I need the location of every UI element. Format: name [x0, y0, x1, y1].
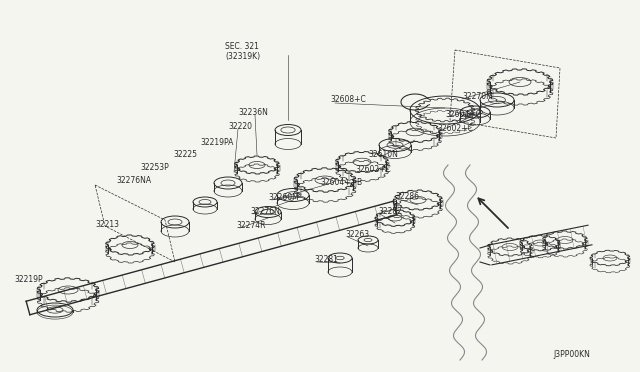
Text: 32276N: 32276N	[250, 207, 280, 216]
Text: 32263: 32263	[345, 230, 369, 239]
Text: 32220: 32220	[228, 122, 252, 131]
Text: 32253P: 32253P	[140, 163, 169, 172]
Text: 32602+C: 32602+C	[437, 124, 473, 133]
Text: 32274R: 32274R	[236, 221, 266, 230]
Text: 32282: 32282	[378, 207, 402, 216]
Text: SEC. 321
(32319K): SEC. 321 (32319K)	[225, 42, 260, 61]
Text: 32270M: 32270M	[462, 92, 493, 101]
Text: 32219P: 32219P	[14, 275, 43, 284]
Text: 32219PA: 32219PA	[200, 138, 234, 147]
Text: 32604++B: 32604++B	[320, 178, 362, 187]
Text: 32608+C: 32608+C	[330, 95, 365, 104]
Text: 32225: 32225	[173, 150, 197, 159]
Text: 32604+C: 32604+C	[445, 110, 481, 119]
Text: 32276NA: 32276NA	[116, 176, 151, 185]
Text: 32281: 32281	[314, 255, 338, 264]
Text: 32213: 32213	[95, 220, 119, 229]
Text: J3PP00KN: J3PP00KN	[553, 350, 590, 359]
Text: 32286: 32286	[395, 192, 419, 201]
Text: 32602+C: 32602+C	[355, 165, 391, 174]
Text: 32236N: 32236N	[238, 108, 268, 117]
Text: 32610N: 32610N	[368, 150, 398, 159]
Text: 32260M: 32260M	[268, 193, 299, 202]
